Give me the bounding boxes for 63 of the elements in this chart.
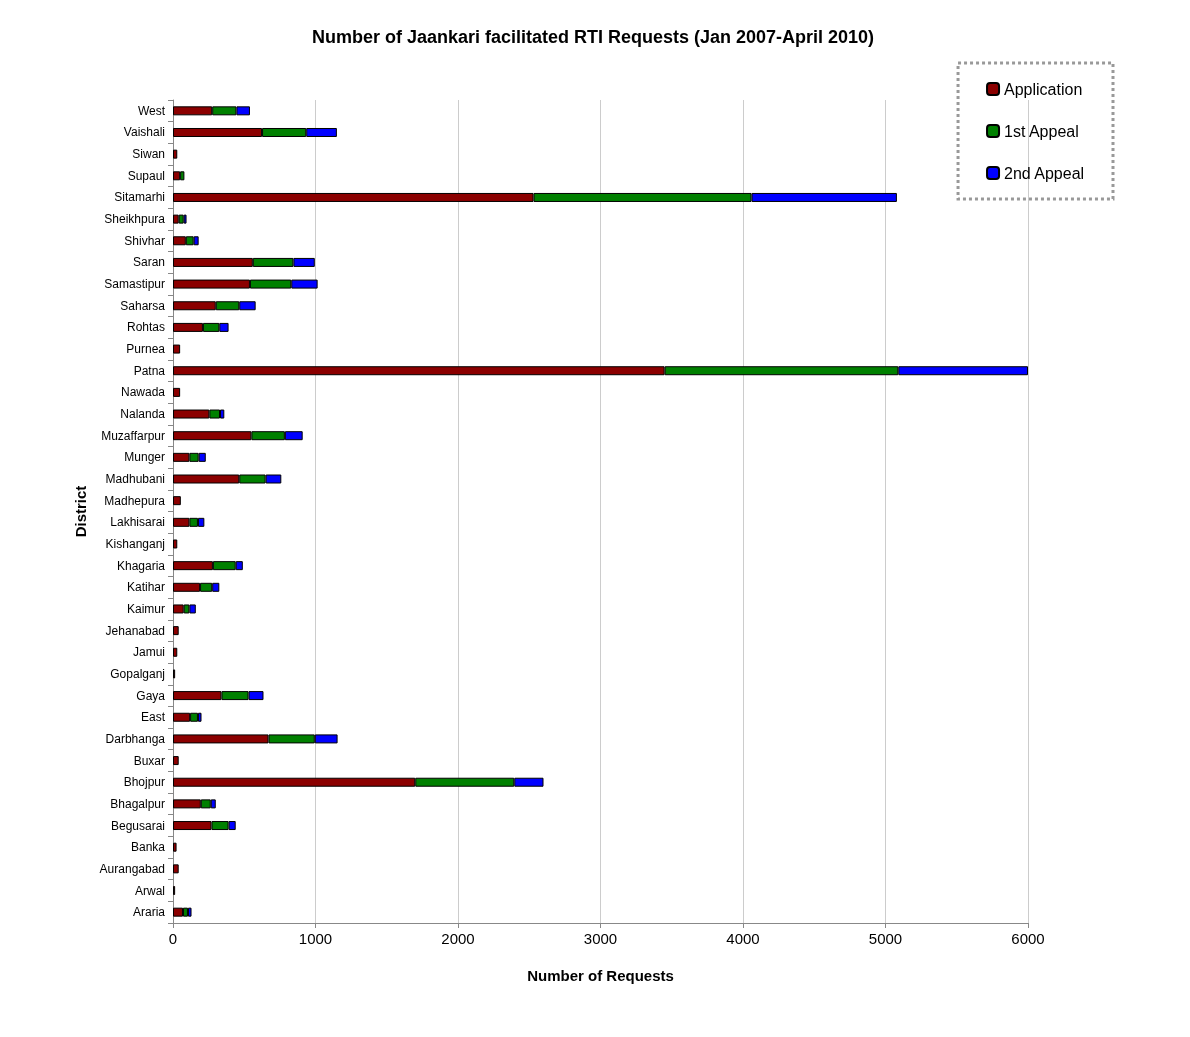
y-tick-label: Madhepura bbox=[104, 493, 166, 508]
bar bbox=[173, 171, 181, 181]
y-tick-label: Banka bbox=[130, 840, 166, 855]
y-tick-label: Samastipur bbox=[104, 277, 165, 292]
x-axis-title: Number of Requests bbox=[527, 967, 674, 984]
y-tick-label: Bhojpur bbox=[123, 775, 165, 790]
y-tick-label: Vaishali bbox=[123, 125, 165, 140]
legend-label: 2nd Appeal bbox=[1004, 164, 1085, 182]
bar bbox=[173, 756, 179, 766]
y-tick-label: Madhubani bbox=[105, 472, 165, 487]
y-tick-label: Kaimur bbox=[126, 601, 165, 616]
x-tick-label: 2000 bbox=[441, 930, 475, 947]
bar bbox=[173, 539, 178, 549]
x-tick-label: 3000 bbox=[583, 930, 618, 947]
y-tick-label: Nawada bbox=[120, 385, 166, 400]
y-tick-label: Arwal bbox=[134, 883, 165, 898]
bar bbox=[173, 496, 181, 506]
bar bbox=[173, 149, 178, 159]
y-axis-title: District bbox=[72, 485, 89, 538]
y-tick-label: Lakhisarai bbox=[110, 515, 165, 530]
x-tick-label: 6000 bbox=[1011, 930, 1045, 947]
bar bbox=[173, 842, 177, 852]
x-tick-label: 4000 bbox=[726, 930, 760, 947]
y-tick-label: Buxar bbox=[133, 753, 165, 768]
bar bbox=[187, 907, 192, 917]
bar bbox=[173, 344, 181, 354]
y-tick-label: Araria bbox=[132, 905, 166, 920]
y-tick-label: East bbox=[140, 710, 166, 725]
y-tick-label: Gopalganj bbox=[110, 666, 165, 681]
bar bbox=[173, 387, 181, 397]
y-tick-label: Khagaria bbox=[116, 558, 166, 573]
y-tick-label: Darbhanga bbox=[105, 731, 166, 746]
legend-label: Application bbox=[1004, 80, 1083, 98]
bar bbox=[173, 864, 179, 874]
y-tick-label: Purnea bbox=[126, 342, 166, 357]
y-tick-label: Katihar bbox=[126, 580, 165, 595]
y-tick-label: Muzaffarpur bbox=[101, 428, 165, 443]
y-tick-label: West bbox=[137, 103, 166, 118]
y-tick-label: Bhagalpur bbox=[110, 796, 165, 811]
y-tick-label: Saharsa bbox=[120, 298, 166, 313]
y-tick-label: Munger bbox=[124, 450, 165, 465]
y-tick-label: Saran bbox=[132, 255, 165, 270]
y-tick-label: Nalanda bbox=[120, 407, 166, 422]
y-tick-label: Kishanganj bbox=[105, 536, 165, 551]
x-tick-label: 0 bbox=[168, 930, 178, 947]
y-tick-label: Sheikhpura bbox=[104, 212, 166, 227]
legend-label: 1st Appeal bbox=[1004, 122, 1079, 140]
bar bbox=[173, 626, 179, 636]
y-tick-label: Jamui bbox=[132, 645, 165, 660]
y-tick-label: Begusarai bbox=[110, 818, 165, 833]
x-tick-label: 1000 bbox=[298, 930, 333, 947]
chart-title: Number of Jaankari facilitated RTI Requests (Jan 2007-April 2010) bbox=[311, 27, 875, 47]
y-tick-label: Sitamarhi bbox=[114, 190, 165, 205]
y-tick-label: Rohtas bbox=[126, 320, 165, 335]
y-tick-label: Shivhar bbox=[124, 233, 165, 248]
x-tick-label: 5000 bbox=[868, 930, 903, 947]
y-tick-label: Jehanabad bbox=[105, 623, 165, 638]
y-tick-label: Patna bbox=[133, 363, 166, 378]
y-tick-label: Supaul bbox=[127, 168, 165, 183]
bar bbox=[173, 647, 178, 657]
y-tick-label: Siwan bbox=[132, 147, 165, 162]
y-tick-label: Gaya bbox=[136, 688, 166, 703]
y-tick-label: Aurangabad bbox=[99, 861, 165, 876]
